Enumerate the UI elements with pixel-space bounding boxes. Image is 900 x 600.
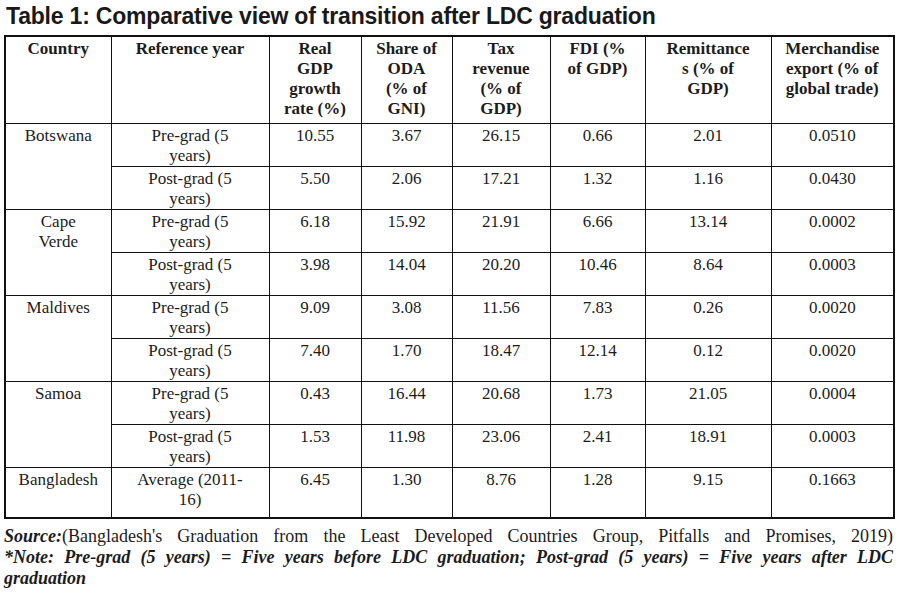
page: Table 1: Comparative view of transition … — [0, 0, 900, 589]
value-cell-5: 0.0003 — [771, 253, 894, 296]
value-cell-5: 0.0020 — [771, 339, 894, 382]
value-cell-4: 13.14 — [645, 210, 771, 253]
column-header-1: Reference year — [111, 36, 269, 124]
value-cell-2: 8.76 — [452, 468, 550, 519]
country-cell: Cape Verde — [5, 210, 111, 296]
table-body: BotswanaPre-grad (5 years)10.553.6726.15… — [5, 124, 894, 519]
value-cell-3: 2.41 — [550, 425, 645, 468]
table-row: MaldivesPre-grad (5 years)9.093.0811.567… — [5, 296, 894, 339]
value-cell-1: 16.44 — [361, 382, 452, 425]
value-cell-4: 0.12 — [645, 339, 771, 382]
value-cell-4: 1.16 — [645, 167, 771, 210]
value-cell-0: 10.55 — [269, 124, 361, 167]
header-row: CountryReference yearReal GDP growth rat… — [5, 36, 894, 124]
value-cell-0: 0.43 — [269, 382, 361, 425]
value-cell-2: 20.68 — [452, 382, 550, 425]
value-cell-2: 18.47 — [452, 339, 550, 382]
value-cell-4: 21.05 — [645, 382, 771, 425]
source-label: Source: — [4, 526, 62, 546]
reference-year-cell: Pre-grad (5 years) — [111, 210, 269, 253]
reference-year-cell: Post-grad (5 years) — [111, 253, 269, 296]
country-cell: Bangladesh — [5, 468, 111, 519]
value-cell-2: 17.21 — [452, 167, 550, 210]
value-cell-3: 10.46 — [550, 253, 645, 296]
value-cell-4: 8.64 — [645, 253, 771, 296]
value-cell-1: 1.30 — [361, 468, 452, 519]
value-cell-4: 0.26 — [645, 296, 771, 339]
value-cell-3: 1.73 — [550, 382, 645, 425]
country-cell: Maldives — [5, 296, 111, 382]
column-header-6: Remittance s (% of GDP) — [645, 36, 771, 124]
value-cell-4: 18.91 — [645, 425, 771, 468]
column-header-0: Country — [5, 36, 111, 124]
reference-year-cell: Post-grad (5 years) — [111, 167, 269, 210]
reference-year-cell: Average (2011- 16) — [111, 468, 269, 519]
reference-year-cell: Post-grad (5 years) — [111, 425, 269, 468]
value-cell-2: 23.06 — [452, 425, 550, 468]
value-cell-2: 26.15 — [452, 124, 550, 167]
value-cell-0: 3.98 — [269, 253, 361, 296]
value-cell-5: 0.0020 — [771, 296, 894, 339]
value-cell-5: 0.0004 — [771, 382, 894, 425]
value-cell-3: 6.66 — [550, 210, 645, 253]
value-cell-3: 0.66 — [550, 124, 645, 167]
table-row: Post-grad (5 years)1.5311.9823.062.4118.… — [5, 425, 894, 468]
table-footer: Source:(Bangladesh's Graduation from the… — [4, 526, 893, 589]
source-line: Source:(Bangladesh's Graduation from the… — [4, 526, 893, 547]
value-cell-2: 20.20 — [452, 253, 550, 296]
country-cell: Botswana — [5, 124, 111, 210]
column-header-2: Real GDP growth rate (%) — [269, 36, 361, 124]
column-header-4: Tax revenue (% of GDP) — [452, 36, 550, 124]
value-cell-2: 21.91 — [452, 210, 550, 253]
value-cell-2: 11.56 — [452, 296, 550, 339]
country-cell: Samoa — [5, 382, 111, 468]
value-cell-5: 0.0002 — [771, 210, 894, 253]
value-cell-3: 1.32 — [550, 167, 645, 210]
table-row: Post-grad (5 years)7.401.7018.4712.140.1… — [5, 339, 894, 382]
value-cell-0: 7.40 — [269, 339, 361, 382]
table-row: BangladeshAverage (2011- 16)6.451.308.76… — [5, 468, 894, 519]
value-cell-5: 0.0003 — [771, 425, 894, 468]
value-cell-3: 7.83 — [550, 296, 645, 339]
value-cell-3: 1.28 — [550, 468, 645, 519]
table-row: Cape VerdePre-grad (5 years)6.1815.9221.… — [5, 210, 894, 253]
value-cell-5: 0.0430 — [771, 167, 894, 210]
value-cell-3: 12.14 — [550, 339, 645, 382]
reference-year-cell: Post-grad (5 years) — [111, 339, 269, 382]
value-cell-4: 2.01 — [645, 124, 771, 167]
reference-year-cell: Pre-grad (5 years) — [111, 296, 269, 339]
value-cell-1: 3.67 — [361, 124, 452, 167]
value-cell-4: 9.15 — [645, 468, 771, 519]
reference-year-cell: Pre-grad (5 years) — [111, 124, 269, 167]
value-cell-1: 14.04 — [361, 253, 452, 296]
value-cell-0: 6.45 — [269, 468, 361, 519]
value-cell-5: 0.1663 — [771, 468, 894, 519]
comparison-table: CountryReference yearReal GDP growth rat… — [4, 35, 895, 519]
value-cell-1: 1.70 — [361, 339, 452, 382]
source-text: (Bangladesh's Graduation from the Least … — [62, 526, 893, 546]
table-row: BotswanaPre-grad (5 years)10.553.6726.15… — [5, 124, 894, 167]
value-cell-0: 6.18 — [269, 210, 361, 253]
value-cell-1: 3.08 — [361, 296, 452, 339]
column-header-7: Merchandise export (% of global trade) — [771, 36, 894, 124]
column-header-5: FDI (% of GDP) — [550, 36, 645, 124]
column-header-3: Share of ODA (% of GNI) — [361, 36, 452, 124]
value-cell-1: 11.98 — [361, 425, 452, 468]
value-cell-1: 15.92 — [361, 210, 452, 253]
value-cell-0: 1.53 — [269, 425, 361, 468]
note-line-2: graduation — [4, 568, 893, 589]
table-row: Post-grad (5 years)5.502.0617.211.321.16… — [5, 167, 894, 210]
value-cell-0: 9.09 — [269, 296, 361, 339]
value-cell-5: 0.0510 — [771, 124, 894, 167]
table-row: SamoaPre-grad (5 years)0.4316.4420.681.7… — [5, 382, 894, 425]
reference-year-cell: Pre-grad (5 years) — [111, 382, 269, 425]
table-title: Table 1: Comparative view of transition … — [6, 3, 895, 30]
value-cell-0: 5.50 — [269, 167, 361, 210]
value-cell-1: 2.06 — [361, 167, 452, 210]
note-line-1: *Note: Pre-grad (5 years) = Five years b… — [4, 547, 893, 568]
table-row: Post-grad (5 years)3.9814.0420.2010.468.… — [5, 253, 894, 296]
